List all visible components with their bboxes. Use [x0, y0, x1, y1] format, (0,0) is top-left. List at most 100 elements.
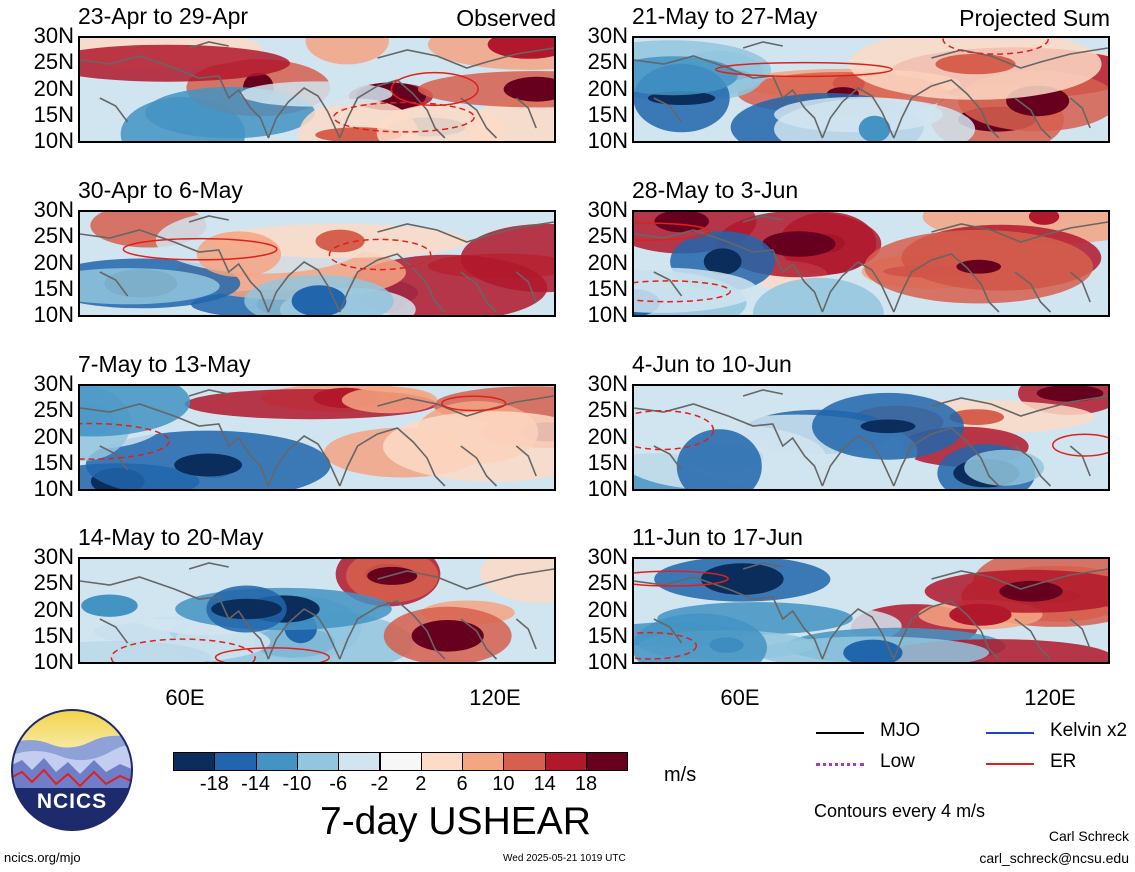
- shading-core: [174, 453, 243, 477]
- shading-core: [503, 76, 554, 102]
- y-tick-label: 25N: [33, 570, 74, 596]
- shading-core: [315, 229, 365, 253]
- shading-blob: [634, 267, 758, 313]
- map-panel: [632, 210, 1110, 317]
- y-tick-label: 30N: [33, 544, 74, 569]
- colorbar-label: -14: [241, 773, 271, 795]
- x-tick-120e-right: 120E: [1024, 685, 1076, 710]
- shading-blob: [383, 411, 554, 482]
- shading-core: [291, 285, 347, 315]
- legend-line-mjo: [816, 732, 864, 734]
- coastline: [80, 215, 554, 313]
- shading-core: [858, 115, 891, 141]
- colorbar-label: 6: [456, 773, 468, 795]
- shading-blob: [80, 44, 290, 82]
- shading-blob: [240, 81, 393, 107]
- legend-line-low: [816, 763, 864, 766]
- colorbar-label: 14: [533, 773, 556, 795]
- y-tick-label: 15N: [587, 275, 628, 301]
- map-panel: [632, 36, 1110, 143]
- y-tick-label: 25N: [587, 570, 628, 596]
- y-tick-label: 15N: [587, 449, 628, 475]
- shading-core: [703, 248, 742, 275]
- colorbar-swatch: [420, 752, 464, 771]
- footer-author: Carl Schreck: [1048, 828, 1129, 844]
- y-tick-label: 20N: [587, 423, 628, 449]
- colorbar-label: -10: [282, 773, 312, 795]
- colorbar-label: 18: [574, 773, 598, 795]
- colorbar-label: -2: [370, 773, 389, 795]
- colorbar-label: -6: [329, 773, 348, 795]
- map-panel: [78, 36, 556, 143]
- y-tick-label: 10N: [587, 302, 628, 327]
- colorbar-swatch: [173, 752, 216, 771]
- y-tick-label: 15N: [33, 101, 74, 127]
- panel-title: 4-Jun to 10-Jun: [632, 351, 792, 377]
- er-contour: [333, 101, 475, 133]
- footer-url[interactable]: ncics.org/mjo: [4, 850, 81, 865]
- y-tick-label: 25N: [33, 397, 74, 423]
- y-tick-label: 25N: [587, 49, 628, 75]
- shading-core: [654, 212, 709, 233]
- legend-line-kelvin-x2: [986, 732, 1034, 734]
- y-tick-label: 30N: [587, 23, 628, 48]
- y-tick-label: 20N: [587, 249, 628, 275]
- y-tick-label: 30N: [587, 544, 628, 569]
- er-contour: [634, 570, 729, 587]
- colorbar-label: 2: [415, 773, 427, 795]
- shading-blob: [634, 403, 747, 432]
- y-tick-label: 25N: [33, 223, 74, 249]
- er-contour: [390, 71, 479, 107]
- colorbar-swatch: [379, 752, 422, 771]
- y-tick-label: 20N: [587, 596, 628, 622]
- y-tick-label: 30N: [33, 371, 74, 396]
- y-tick-label: 30N: [33, 197, 74, 222]
- er-contour: [328, 238, 432, 271]
- colorbar-swatch: [544, 752, 587, 771]
- y-tick-label: 25N: [587, 223, 628, 249]
- y-tick-label: 20N: [33, 249, 74, 275]
- y-tick-label: 15N: [587, 101, 628, 127]
- y-tick-label: 20N: [587, 75, 628, 101]
- shading-blob: [964, 449, 1044, 486]
- shading-blob: [634, 56, 738, 96]
- map-panel: [632, 384, 1110, 491]
- coastline: [634, 215, 1108, 313]
- shading-blob: [305, 38, 389, 65]
- shading-core: [367, 566, 418, 585]
- shading-blob: [376, 103, 506, 141]
- shading-core: [935, 53, 1016, 75]
- y-tick-label: 10N: [587, 649, 628, 674]
- shading-core: [1028, 212, 1060, 225]
- y-tick-label: 10N: [33, 128, 74, 153]
- colorbar-swatch: [338, 752, 381, 771]
- er-contour: [110, 638, 256, 662]
- map-panel: [78, 557, 556, 664]
- shading-blob: [341, 386, 438, 414]
- footer-email[interactable]: carl_schreck@ncsu.edu: [979, 850, 1129, 866]
- legend-label: Kelvin x2: [1050, 720, 1128, 741]
- panel-corner-label: Observed: [456, 5, 556, 31]
- er-contour: [714, 61, 893, 78]
- shading-core: [1036, 386, 1104, 402]
- coastline: [634, 562, 1108, 660]
- er-contour: [634, 222, 711, 241]
- map-panel: [78, 384, 556, 491]
- shading-blob: [752, 277, 884, 315]
- y-tick-label: 15N: [587, 622, 628, 648]
- colorbar-swatch: [462, 752, 505, 771]
- y-tick-label: 20N: [33, 75, 74, 101]
- colorbar-swatch: [296, 752, 340, 771]
- y-tick-label: 15N: [33, 622, 74, 648]
- contour-note: Contours every 4 m/s: [814, 801, 986, 821]
- shading-core: [860, 419, 916, 434]
- y-tick-label: 30N: [587, 197, 628, 222]
- y-tick-label: 20N: [33, 423, 74, 449]
- y-tick-label: 25N: [587, 397, 628, 423]
- variable-title: 7-day USHEAR: [320, 800, 591, 843]
- shading-core: [211, 598, 282, 620]
- shading-core: [487, 38, 554, 59]
- panel-title: 30-Apr to 6-May: [78, 177, 243, 203]
- x-tick-60e-right: 60E: [720, 685, 760, 710]
- colorbar-swatch: [586, 752, 629, 771]
